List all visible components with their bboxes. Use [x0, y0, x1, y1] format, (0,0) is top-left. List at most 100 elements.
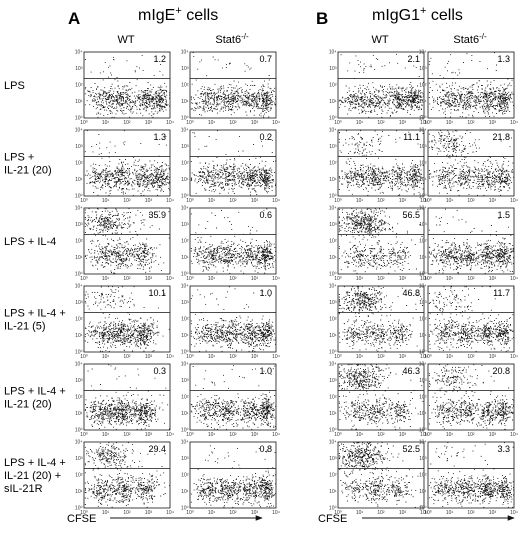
- x-tick-label: 10⁴: [166, 276, 174, 282]
- panel-title-b-base: mIgG1: [372, 7, 420, 24]
- y-tick-label: 10²: [329, 161, 337, 167]
- y-tick-label: 10⁴: [181, 50, 189, 56]
- x-tick-label: 10²: [467, 198, 475, 204]
- y-tick-label: 10⁰: [75, 194, 83, 200]
- percent-label: 35.9: [148, 210, 166, 220]
- col-head-a-wt: WT: [117, 34, 134, 46]
- x-tick-label: 10²: [377, 354, 385, 360]
- y-tick-label: 10³: [419, 300, 427, 306]
- percent-label: 10.1: [148, 288, 166, 298]
- x-tick-label: 10⁴: [272, 198, 280, 204]
- x-tick-label: 10³: [251, 354, 259, 360]
- y-tick-label: 10⁴: [419, 284, 427, 290]
- plot-frame: [427, 285, 515, 353]
- row-label: sIL-21R: [4, 483, 43, 495]
- x-tick-label: 10²: [229, 510, 237, 516]
- y-tick-label: 10³: [419, 378, 427, 384]
- y-tick-label: 10¹: [329, 411, 337, 417]
- x-tick-label: 10³: [399, 276, 407, 282]
- x-tick-label: 10³: [145, 120, 153, 126]
- x-tick-label: 10¹: [208, 432, 216, 438]
- x-tick-label: 10¹: [208, 510, 216, 516]
- event-dots: [190, 208, 276, 274]
- x-tick-label: 10⁰: [186, 276, 194, 282]
- y-tick-label: 10²: [75, 161, 83, 167]
- y-tick-label: 10⁴: [75, 206, 83, 212]
- y-tick-label: 10³: [329, 66, 337, 72]
- x-tick-label: 10⁴: [272, 354, 280, 360]
- x-tick-label: 10⁰: [186, 510, 194, 516]
- x-tick-label: 10⁰: [334, 276, 342, 282]
- percent-label: 1.2: [153, 54, 166, 64]
- event-dots: [338, 286, 423, 352]
- x-tick-label: 10⁰: [80, 432, 88, 438]
- x-tick-label: 10³: [145, 510, 153, 516]
- x-tick-label: 10⁴: [510, 120, 518, 126]
- x-tick-label: 10³: [399, 510, 407, 516]
- event-dots: [338, 364, 424, 430]
- y-tick-label: 10³: [75, 378, 83, 384]
- x-tick-label: 10⁴: [272, 276, 280, 282]
- x-tick-label: 10⁴: [272, 432, 280, 438]
- x-tick-label: 10¹: [102, 432, 110, 438]
- x-tick-label: 10³: [399, 198, 407, 204]
- x-tick-label: 10³: [489, 432, 497, 438]
- y-tick-label: 10¹: [181, 177, 189, 183]
- panel-title-a: mIgE+ cells: [138, 5, 218, 24]
- row-label: LPS: [4, 80, 25, 92]
- x-tick-label: 10⁰: [186, 432, 194, 438]
- x-tick-label: 10⁰: [80, 276, 88, 282]
- percent-label: 29.4: [148, 444, 166, 454]
- x-tick-label: 10³: [251, 432, 259, 438]
- x-tick-label: 10¹: [208, 198, 216, 204]
- event-dots: [84, 208, 170, 274]
- x-tick-label: 10³: [489, 510, 497, 516]
- x-tick-label: 10²: [467, 120, 475, 126]
- percent-label: 1.0: [259, 288, 272, 298]
- x-tick-label: 10⁰: [424, 198, 432, 204]
- row-label: LPS + IL-4 +: [4, 308, 66, 320]
- x-tick-label: 10¹: [446, 198, 454, 204]
- col-head-b-stat6: Stat6-/-: [453, 32, 487, 46]
- event-dots: [338, 208, 423, 274]
- row-label: LPS + IL-4: [4, 236, 56, 248]
- row-label: LPS + IL-4 +: [4, 457, 66, 469]
- x-tick-label: 10³: [489, 198, 497, 204]
- y-tick-label: 10⁴: [419, 206, 427, 212]
- y-tick-label: 10⁴: [419, 440, 427, 446]
- y-tick-label: 10⁰: [181, 116, 189, 122]
- x-tick-label: 10¹: [356, 120, 364, 126]
- y-tick-label: 10²: [75, 473, 83, 479]
- x-tick-label: 10³: [489, 354, 497, 360]
- y-tick-label: 10²: [419, 317, 427, 323]
- plot-frame: [189, 51, 277, 119]
- x-tick-label: 10¹: [356, 276, 364, 282]
- y-tick-label: 10³: [419, 222, 427, 228]
- event-dots: [338, 130, 424, 196]
- event-dots: [428, 208, 514, 274]
- y-tick-label: 10²: [419, 473, 427, 479]
- y-tick-label: 10³: [181, 144, 189, 150]
- event-dots: [428, 442, 514, 508]
- row-label: IL-21 (20) +: [4, 470, 61, 482]
- event-dots: [428, 52, 514, 118]
- x-tick-label: 10¹: [446, 354, 454, 360]
- x-axis-label-b: CFSE: [318, 513, 347, 525]
- y-tick-label: 10⁰: [329, 506, 337, 512]
- y-tick-label: 10²: [181, 473, 189, 479]
- x-tick-label: 10⁰: [80, 120, 88, 126]
- x-tick-label: 10²: [123, 354, 131, 360]
- y-tick-label: 10⁴: [329, 50, 337, 56]
- x-tick-label: 10⁴: [420, 276, 428, 282]
- panel-title-b: mIgG1+ cells: [372, 5, 463, 24]
- x-tick-label: 10⁴: [166, 120, 174, 126]
- percent-label: 1.5: [497, 210, 510, 220]
